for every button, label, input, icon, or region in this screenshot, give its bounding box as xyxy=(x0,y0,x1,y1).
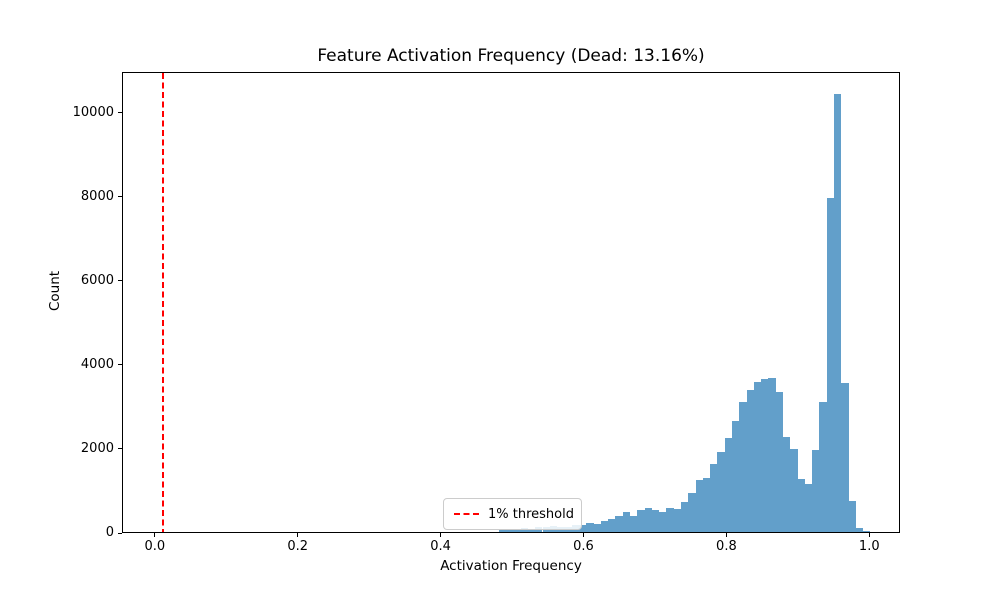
histogram-bar xyxy=(848,500,856,532)
histogram-bar xyxy=(746,389,754,532)
threshold-line xyxy=(162,73,164,532)
y-tick-label: 2000 xyxy=(80,440,114,456)
legend-label: 1% threshold xyxy=(488,506,574,522)
histogram-bar xyxy=(863,531,871,532)
histogram-bar xyxy=(644,508,652,532)
y-tick-mark xyxy=(118,364,122,366)
histogram-bar xyxy=(731,420,740,532)
histogram-bar xyxy=(578,525,587,532)
histogram-bar xyxy=(812,450,820,532)
y-tick-mark xyxy=(118,532,122,534)
histogram-bar xyxy=(520,528,528,532)
histogram-bar xyxy=(710,463,718,532)
histogram-bar xyxy=(739,402,747,532)
y-tick-label: 6000 xyxy=(80,272,114,288)
x-tick-mark xyxy=(725,533,727,537)
x-tick-label: 0.6 xyxy=(573,539,594,554)
histogram-bar xyxy=(702,477,711,532)
histogram-bar xyxy=(506,530,514,532)
histogram-bar xyxy=(680,501,689,532)
y-tick-mark xyxy=(118,112,122,114)
plot-area xyxy=(122,72,900,533)
x-tick-mark xyxy=(297,533,299,537)
histogram-bar xyxy=(833,93,842,532)
legend: 1% threshold xyxy=(443,498,582,530)
x-tick-mark xyxy=(440,533,442,537)
histogram-bar xyxy=(629,516,638,532)
histogram-bar xyxy=(855,528,864,532)
histogram-bar xyxy=(724,438,732,532)
histogram-bar xyxy=(600,521,609,532)
x-axis-label: Activation Frequency xyxy=(440,558,582,574)
x-tick-mark xyxy=(154,533,156,537)
x-tick-label: 0.8 xyxy=(716,539,737,554)
x-tick-label: 0.0 xyxy=(144,539,166,554)
histogram-bar xyxy=(775,391,783,532)
histogram-bar xyxy=(513,529,521,532)
x-tick-mark xyxy=(868,533,870,537)
histogram-bar xyxy=(826,197,834,532)
histogram-bar xyxy=(797,479,805,532)
histogram-bar xyxy=(527,529,536,532)
histogram-bar xyxy=(782,437,791,532)
histogram-bar xyxy=(637,509,645,532)
histogram-bar xyxy=(651,510,660,532)
histogram-bar xyxy=(753,382,762,532)
x-tick-label: 0.2 xyxy=(287,539,309,554)
y-tick-label: 4000 xyxy=(80,356,114,372)
histogram-bar xyxy=(608,518,616,532)
histogram-bar xyxy=(593,524,601,532)
threshold-legend-line-icon xyxy=(454,513,480,515)
histogram-bar xyxy=(841,382,849,532)
histogram-bar xyxy=(695,480,703,532)
histogram-bar xyxy=(666,508,674,532)
histogram-bar xyxy=(761,378,769,532)
histogram-bar xyxy=(659,511,667,532)
y-tick-mark xyxy=(118,448,122,450)
histogram-bar xyxy=(688,492,696,532)
x-tick-mark xyxy=(583,533,584,537)
histogram-bar xyxy=(804,484,813,532)
histogram-bar xyxy=(819,402,827,532)
x-tick-label: 1.0 xyxy=(858,539,880,554)
histogram-bar xyxy=(586,522,594,532)
histogram-bar xyxy=(768,378,776,532)
histogram-bar xyxy=(615,516,623,532)
y-tick-mark xyxy=(118,196,122,198)
y-tick-label: 8000 xyxy=(80,188,114,204)
histogram-bar xyxy=(717,452,725,532)
histogram-bar xyxy=(673,509,681,532)
y-tick-mark xyxy=(118,280,122,282)
y-axis-label: Count xyxy=(47,270,63,312)
histogram-bar xyxy=(498,530,507,532)
x-tick-label: 0.4 xyxy=(430,539,451,554)
histogram-bar xyxy=(790,448,798,532)
y-tick-label: 0 xyxy=(105,525,114,540)
y-tick-label: 10000 xyxy=(72,104,114,120)
histogram-bar xyxy=(622,511,630,532)
chart-title: Feature Activation Frequency (Dead: 13.1… xyxy=(317,46,705,66)
